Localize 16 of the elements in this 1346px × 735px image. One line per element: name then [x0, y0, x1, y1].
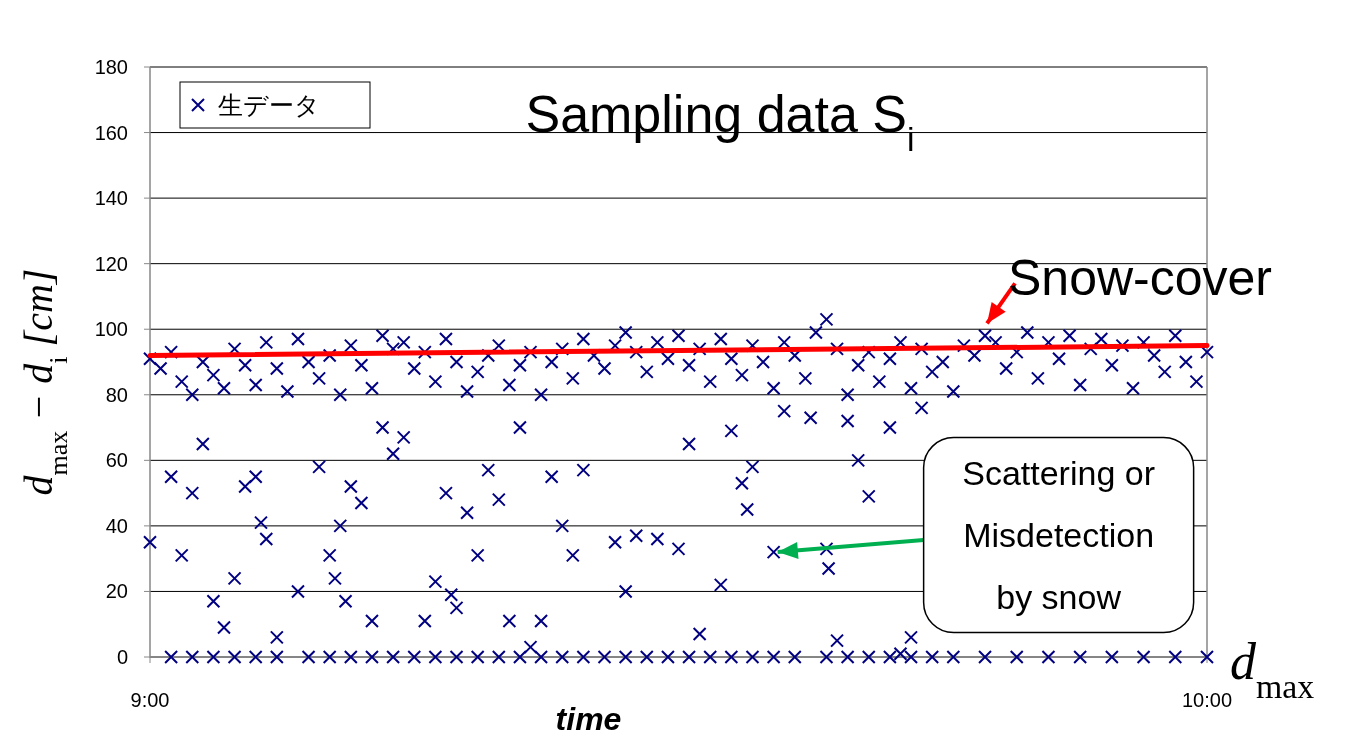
- text: Sampling data S$_{i}$: [525, 85, 915, 158]
- annotation: Scattering or Misdetection by snow: [962, 454, 1156, 617]
- y-tick-label: 180: [94, 56, 128, 78]
- y-tick-label: 140: [94, 187, 128, 210]
- x-axis-title: time: [555, 701, 622, 735]
- annotation: Snow-cover: [1008, 250, 1273, 307]
- x-tick-label: 9:00: [130, 689, 170, 711]
- legend-label: 生データ: [218, 91, 320, 119]
- y-tick-label: 120: [94, 252, 128, 275]
- y-tick-label: 20: [105, 580, 128, 603]
- y-tick-label: 40: [105, 514, 128, 537]
- y-tick-label: 100: [94, 318, 128, 341]
- y-tick-label: 60: [105, 449, 128, 472]
- y-tick-label: 80: [105, 383, 128, 406]
- y-tick-label: 0: [116, 646, 128, 668]
- y-tick-label: 160: [94, 121, 128, 144]
